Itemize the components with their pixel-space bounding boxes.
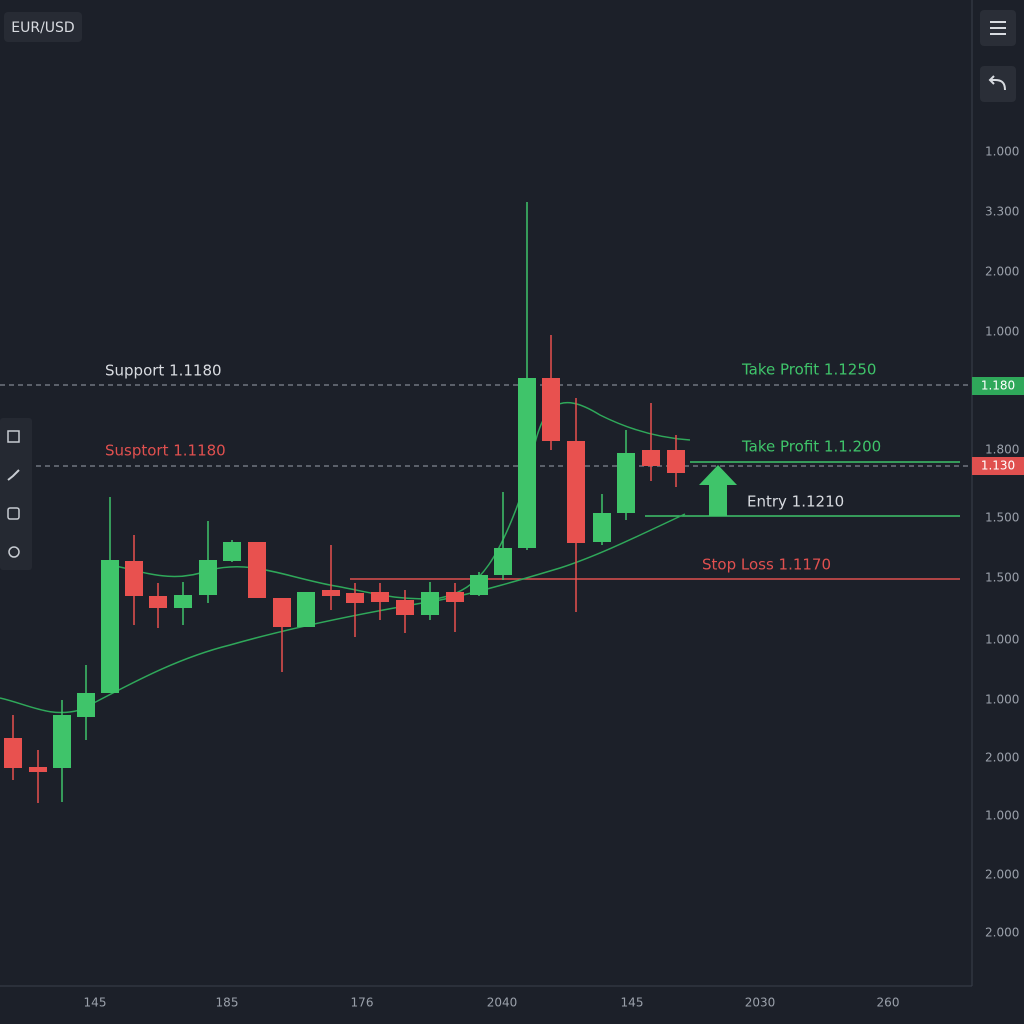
candle-body [223, 542, 241, 561]
candle-body [77, 693, 95, 717]
annotation: Susptort 1.1180 [105, 442, 226, 460]
symbol-box[interactable] [4, 12, 82, 42]
candle-body [518, 378, 536, 548]
candle-body [149, 596, 167, 608]
price-axis-label: 1.000 [985, 809, 1019, 823]
tool-icon[interactable] [7, 430, 20, 443]
tool-icon[interactable] [7, 469, 20, 481]
price-tag-label: 1.130 [981, 459, 1015, 473]
price-axis-label: 1.800 [985, 443, 1019, 457]
candle-body [396, 600, 414, 615]
time-axis-label: 2040 [487, 996, 518, 1010]
candle-body [53, 715, 71, 768]
annotation: Take Profit 1.1.200 [741, 438, 881, 456]
annotation: Support 1.1180 [105, 362, 222, 380]
price-axis-label: 1.500 [985, 571, 1019, 585]
price-tag [972, 377, 1024, 395]
candle-body [421, 592, 439, 615]
plot-bg [0, 0, 972, 986]
price-axis-label: 1.000 [985, 325, 1019, 339]
price-tag [972, 457, 1024, 475]
tool-icon[interactable] [7, 507, 20, 520]
time-axis-label: 260 [877, 996, 900, 1010]
candle-body [346, 593, 364, 603]
candle-body [567, 441, 585, 543]
time-axis-label: 145 [621, 996, 644, 1010]
price-axis-label: 1.000 [985, 633, 1019, 647]
candle-body [125, 561, 143, 596]
candle-body [101, 560, 119, 693]
candle-body [371, 592, 389, 602]
price-axis-label: 1.500 [985, 511, 1019, 525]
price-axis-label: 3.300 [985, 205, 1019, 219]
candle-body [494, 548, 512, 575]
candle-body [297, 592, 315, 627]
candle-body [446, 592, 464, 602]
candle-body [273, 598, 291, 627]
candle-body [248, 542, 266, 598]
undo-button[interactable] [980, 66, 1016, 102]
candle-body [642, 450, 660, 466]
price-axis-label: 2.000 [985, 926, 1019, 940]
symbol[interactable]: EUR/USD [11, 20, 74, 36]
time-axis-label: 185 [216, 996, 239, 1010]
annotation: Take Profit 1.1250 [741, 361, 876, 379]
candle-body [542, 378, 560, 441]
price-axis-label: 2.000 [985, 265, 1019, 279]
price-axis-label: 1.000 [985, 693, 1019, 707]
time-axis-label: 176 [351, 996, 374, 1010]
candle-body [667, 450, 685, 473]
menu-icon [990, 21, 1006, 35]
candle-body [470, 575, 488, 595]
candle-body [322, 590, 340, 596]
price-tag-label: 1.180 [981, 379, 1015, 393]
undo-icon [988, 75, 1006, 91]
candle-body [4, 738, 22, 768]
price-axis-label: 2.000 [985, 751, 1019, 765]
candle-body [617, 453, 635, 513]
price-axis-label: 2.000 [985, 868, 1019, 882]
buy-arrow [699, 465, 737, 516]
annotation: Stop Loss 1.1170 [702, 556, 831, 574]
toolbar [0, 418, 32, 570]
candle-body [199, 560, 217, 595]
candle-body [29, 767, 47, 772]
price-axis-label: 1.000 [985, 145, 1019, 159]
time-axis-label: 145 [84, 996, 107, 1010]
tool-icon[interactable] [8, 546, 20, 558]
time-axis-label: 2030 [745, 996, 776, 1010]
candle-body [593, 513, 611, 542]
annotation: Entry 1.1210 [747, 493, 844, 511]
candle-body [174, 595, 192, 608]
